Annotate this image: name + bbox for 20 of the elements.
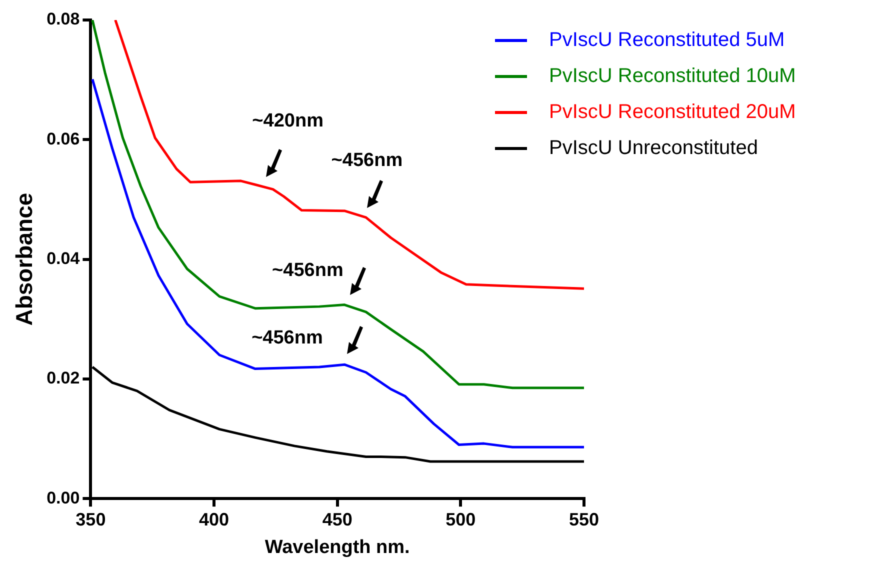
annotation: ~456nm (252, 327, 323, 348)
annotation: ~456nm (272, 260, 344, 282)
legend-label: PvIscU Unreconstituted (549, 136, 758, 160)
annotation: ~420nm (252, 110, 324, 132)
y-tick-label: 0.06 (46, 129, 80, 148)
annotation: ~456nm (331, 150, 403, 171)
x-tick-label: 450 (322, 509, 352, 530)
x-axis-title: Wavelength nm. (264, 536, 410, 558)
y-axis-title: Absorbance (11, 192, 38, 326)
x-tick-label: 500 (446, 509, 476, 530)
y-tick-label: 0.02 (46, 368, 80, 388)
x-tick-label: 350 (76, 509, 106, 530)
y-tick-label: 0.08 (46, 10, 80, 29)
x-tick-label: 550 (568, 509, 600, 530)
y-tick-label: 0.04 (46, 248, 80, 268)
x-tick-label: 400 (198, 509, 230, 530)
y-tick-label: 0.00 (46, 488, 80, 508)
legend-label: PvIscU Reconstituted 20uM (549, 100, 796, 124)
legend-label: PvIscU Reconstituted 5uM (549, 28, 785, 52)
legend-label: PvIscU Reconstituted 10uM (549, 64, 796, 88)
